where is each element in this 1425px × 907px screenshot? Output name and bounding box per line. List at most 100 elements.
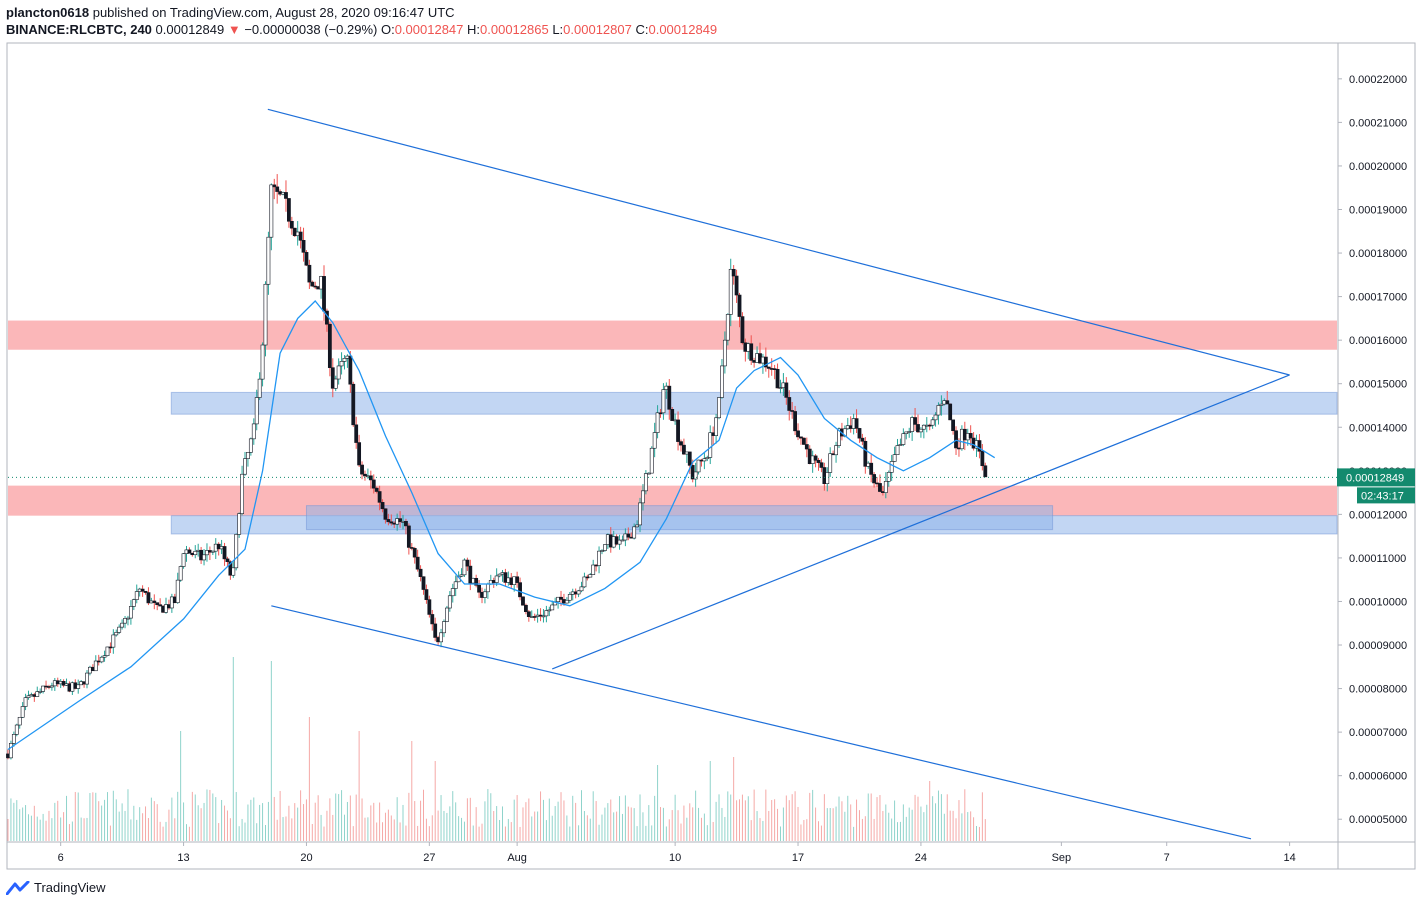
time-tick-label: 17 — [792, 852, 804, 864]
candle-body — [497, 573, 502, 577]
blue-zone — [305, 505, 1054, 531]
candle-body — [85, 672, 89, 685]
candle-body — [564, 599, 569, 604]
candle-body — [20, 706, 25, 718]
candle-body — [424, 589, 429, 600]
candle-body — [210, 550, 215, 553]
time-tick-label: 24 — [915, 852, 927, 864]
candle-body — [933, 414, 938, 421]
candle-body — [327, 323, 332, 368]
candle-body — [386, 519, 391, 523]
open-label: O: — [380, 22, 395, 37]
last-price-tag — [1337, 468, 1415, 487]
candle-body — [588, 574, 593, 578]
candle-body — [357, 442, 362, 466]
candle-body — [284, 192, 288, 199]
candle-body — [778, 387, 783, 389]
candle-body — [412, 548, 417, 558]
time-tick-label: 10 — [669, 852, 681, 864]
candle-body — [380, 502, 385, 510]
candle-body — [860, 437, 865, 442]
candle-body — [775, 368, 780, 389]
candle-body — [766, 366, 771, 369]
candle-body — [930, 419, 935, 426]
candle-body — [465, 559, 470, 567]
candle-body — [140, 588, 145, 592]
candle-body — [225, 558, 230, 563]
time-tick-label: 6 — [58, 852, 64, 864]
candle-body — [307, 264, 312, 283]
chart-frame — [6, 42, 1416, 870]
candle-body — [927, 424, 932, 427]
upper-trendline — [267, 108, 1290, 376]
candle-body — [600, 550, 604, 552]
brand-logo[interactable]: TradingView — [6, 880, 106, 895]
candle-body — [801, 437, 806, 445]
candle-body — [878, 483, 882, 492]
candle-body — [954, 430, 958, 449]
candle-body — [9, 743, 13, 759]
moving-average-line — [7, 300, 996, 751]
high-label: H: — [467, 22, 481, 37]
candle-body — [720, 365, 724, 398]
candle-body — [725, 314, 730, 341]
price-tick-label: 0.00021000 — [1349, 117, 1407, 129]
time-tick-label: 13 — [177, 852, 189, 864]
candle-body — [948, 403, 953, 421]
candle-body — [146, 592, 151, 604]
candle-body — [749, 343, 754, 361]
price-change: −0.00000038 (−0.29%) — [244, 22, 378, 37]
candle-body — [272, 184, 277, 188]
author-name[interactable]: plancton0618 — [6, 5, 90, 20]
candle-body — [76, 684, 81, 689]
candle-body — [737, 294, 742, 317]
publish-text: published on TradingView.com, August 28,… — [92, 5, 455, 20]
candle-body — [474, 577, 479, 586]
candle-body — [799, 436, 803, 439]
candle-body — [641, 490, 645, 504]
candle-body — [430, 614, 435, 625]
candle-body — [234, 534, 239, 569]
candle-body — [41, 685, 46, 692]
last-price: 0.00012849 — [155, 22, 225, 37]
candle-body — [360, 464, 364, 475]
candle-body — [354, 424, 359, 443]
candle-body — [222, 546, 227, 560]
candle-body — [260, 344, 265, 380]
candle-body — [102, 655, 107, 658]
candle-body — [617, 539, 622, 545]
candle-body — [550, 604, 555, 611]
candle-body — [682, 444, 686, 455]
candle-body — [433, 623, 438, 638]
candle-body — [939, 403, 944, 406]
publish-info: plancton0618 published on TradingView.co… — [6, 5, 455, 20]
candle-body — [301, 240, 306, 253]
symbol-name[interactable]: BINANCE:RLCBTC, 240 — [6, 22, 152, 37]
time-tick-label: 14 — [1283, 852, 1295, 864]
candle-body — [828, 453, 833, 473]
candle-body — [784, 382, 789, 398]
high-value: 0.00012865 — [480, 22, 549, 37]
candle-body — [93, 660, 98, 672]
lower-trendline — [271, 605, 1252, 840]
candle-body — [567, 594, 572, 601]
candle-body — [591, 564, 596, 575]
candle-body — [134, 591, 139, 600]
candle-body — [23, 697, 28, 707]
candle-body — [597, 550, 601, 566]
candle-body — [579, 586, 584, 592]
candle-body — [646, 472, 651, 475]
candle-body — [626, 533, 631, 538]
candle-body — [603, 544, 607, 551]
last-price-value: 0.00012849 — [1346, 472, 1404, 484]
price-tick-label: 0.00014000 — [1349, 422, 1407, 434]
candle-body — [825, 472, 830, 485]
candle-body — [248, 438, 253, 453]
candle-body — [857, 428, 862, 439]
candle-body — [731, 268, 736, 277]
candle-body — [453, 581, 458, 589]
candle-body — [717, 397, 721, 419]
candle-body — [526, 611, 531, 617]
candle-body — [889, 461, 894, 473]
